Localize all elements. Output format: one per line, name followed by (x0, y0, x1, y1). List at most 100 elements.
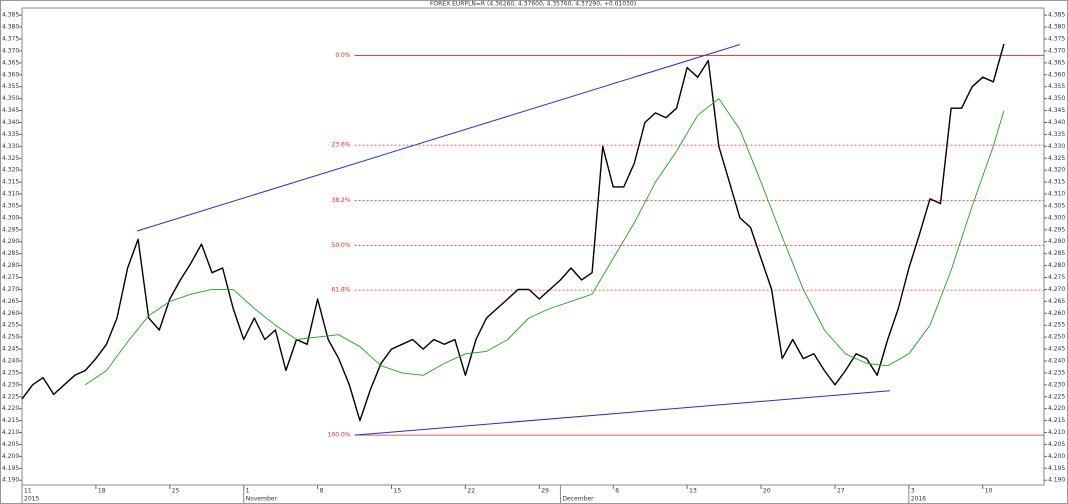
x-tick-label: 25 (172, 488, 180, 495)
fib-label: 100.0% (328, 432, 351, 439)
x-tick-label: 11 (24, 488, 32, 495)
y-tick-label: 4.195 (2, 465, 19, 472)
y-tick-label-right: 4.215 (1048, 417, 1065, 424)
y-tick-label-right: 4.310 (1048, 191, 1065, 198)
y-tick-label-right: 4.360 (1048, 71, 1065, 78)
moving-average (85, 98, 1005, 386)
y-tick-label: 4.280 (2, 262, 19, 269)
y-tick-label: 4.220 (2, 405, 19, 412)
trendline (136, 44, 741, 232)
x-tick-label: 27 (837, 488, 845, 495)
y-tick-label-right: 4.250 (1048, 334, 1065, 341)
y-tick-label: 4.325 (2, 155, 19, 162)
plot-area (21, 7, 1045, 486)
y-tick-label: 4.355 (2, 83, 19, 90)
chart-title: FOREX EURPLN=R (4.36260, 4.37600, 4.3576… (430, 1, 636, 8)
y-tick-label: 4.235 (2, 369, 19, 376)
y-tick-label-right: 4.375 (1048, 36, 1065, 43)
y-tick-label-right: 4.230 (1048, 381, 1065, 388)
y-tick-label-right: 4.340 (1048, 119, 1065, 126)
y-tick-label: 4.350 (2, 95, 19, 102)
y-tick-label: 4.275 (2, 274, 19, 281)
fib-label: 50.0% (332, 242, 351, 249)
y-tick-label-right: 4.280 (1048, 262, 1065, 269)
y-tick-label-right: 4.210 (1048, 429, 1065, 436)
y-tick-label-right: 4.370 (1048, 47, 1065, 54)
y-tick-label: 4.270 (2, 286, 19, 293)
y-tick-label-right: 4.285 (1048, 250, 1065, 257)
y-tick-label: 4.340 (2, 119, 19, 126)
y-tick-label-right: 4.260 (1048, 310, 1065, 317)
y-tick-label-right: 4.380 (1048, 24, 1065, 31)
fib-label: 38.2% (332, 197, 351, 204)
x-tick-label: 6 (615, 488, 619, 495)
month-label: 2015 (24, 496, 39, 503)
y-tick-label-right: 4.325 (1048, 155, 1065, 162)
y-tick-label: 4.210 (2, 429, 19, 436)
y-tick-label: 4.380 (2, 24, 19, 31)
x-tick-label: 22 (467, 488, 475, 495)
y-tick-label: 4.295 (2, 226, 19, 233)
x-tick-label: 8 (320, 488, 324, 495)
y-tick-label: 4.330 (2, 143, 19, 150)
y-tick-label-right: 4.330 (1048, 143, 1065, 150)
y-tick-label: 4.255 (2, 322, 19, 329)
y-tick-label-right: 4.345 (1048, 107, 1065, 114)
y-tick-label-right: 4.255 (1048, 322, 1065, 329)
y-tick-label: 4.360 (2, 71, 19, 78)
month-label: November (246, 496, 278, 503)
y-tick-label: 4.375 (2, 36, 19, 43)
y-tick-label: 4.205 (2, 441, 19, 448)
y-tick-label: 4.385 (2, 12, 19, 19)
y-tick-label-right: 4.295 (1048, 226, 1065, 233)
y-tick-label-right: 4.200 (1048, 453, 1065, 460)
x-tick-label: 15 (394, 488, 402, 495)
y-tick-label: 4.200 (2, 453, 19, 460)
x-tick-label: 18 (98, 488, 106, 495)
y-tick-label-right: 4.315 (1048, 179, 1065, 186)
y-tick-label-right: 4.240 (1048, 357, 1065, 364)
y-tick-label-right: 4.245 (1048, 346, 1065, 353)
y-tick-label: 4.305 (2, 202, 19, 209)
y-tick-label: 4.225 (2, 393, 19, 400)
x-tick-label: 29 (541, 488, 549, 495)
y-tick-label: 4.265 (2, 298, 19, 305)
y-tick-label-right: 4.365 (1048, 59, 1065, 66)
y-tick-label-right: 4.195 (1048, 465, 1065, 472)
y-tick-label-right: 4.335 (1048, 131, 1065, 138)
price-line (21, 43, 1005, 422)
x-tick-label: 3 (911, 488, 915, 495)
x-tick-label: 10 (985, 488, 993, 495)
y-tick-label-right: 4.235 (1048, 369, 1065, 376)
y-tick-label: 4.230 (2, 381, 19, 388)
y-tick-label: 4.365 (2, 59, 19, 66)
y-tick-label-right: 4.205 (1048, 441, 1065, 448)
y-tick-label-right: 4.305 (1048, 202, 1065, 209)
y-tick-label: 4.245 (2, 346, 19, 353)
y-tick-label-right: 4.385 (1048, 12, 1065, 19)
y-tick-label-right: 4.355 (1048, 83, 1065, 90)
month-label: December (562, 496, 594, 503)
fib-label: 0.0% (335, 52, 351, 59)
x-tick-label: 13 (689, 488, 697, 495)
y-tick-label-right: 4.220 (1048, 405, 1065, 412)
fib-label: 23.6% (332, 142, 351, 149)
y-tick-label-right: 4.320 (1048, 167, 1065, 174)
trendline (354, 390, 890, 436)
month-label: 2016 (911, 496, 926, 503)
y-tick-label: 4.215 (2, 417, 19, 424)
y-tick-label: 4.300 (2, 214, 19, 221)
y-tick-label: 4.250 (2, 334, 19, 341)
x-tick-label: 20 (763, 488, 771, 495)
y-tick-label: 4.320 (2, 167, 19, 174)
y-tick-label-right: 4.225 (1048, 393, 1065, 400)
y-tick-label: 4.335 (2, 131, 19, 138)
y-tick-label-right: 4.350 (1048, 95, 1065, 102)
y-tick-label: 4.260 (2, 310, 19, 317)
y-tick-label: 4.315 (2, 179, 19, 186)
y-tick-label: 4.240 (2, 357, 19, 364)
y-tick-label: 4.285 (2, 250, 19, 257)
y-tick-label: 4.345 (2, 107, 19, 114)
